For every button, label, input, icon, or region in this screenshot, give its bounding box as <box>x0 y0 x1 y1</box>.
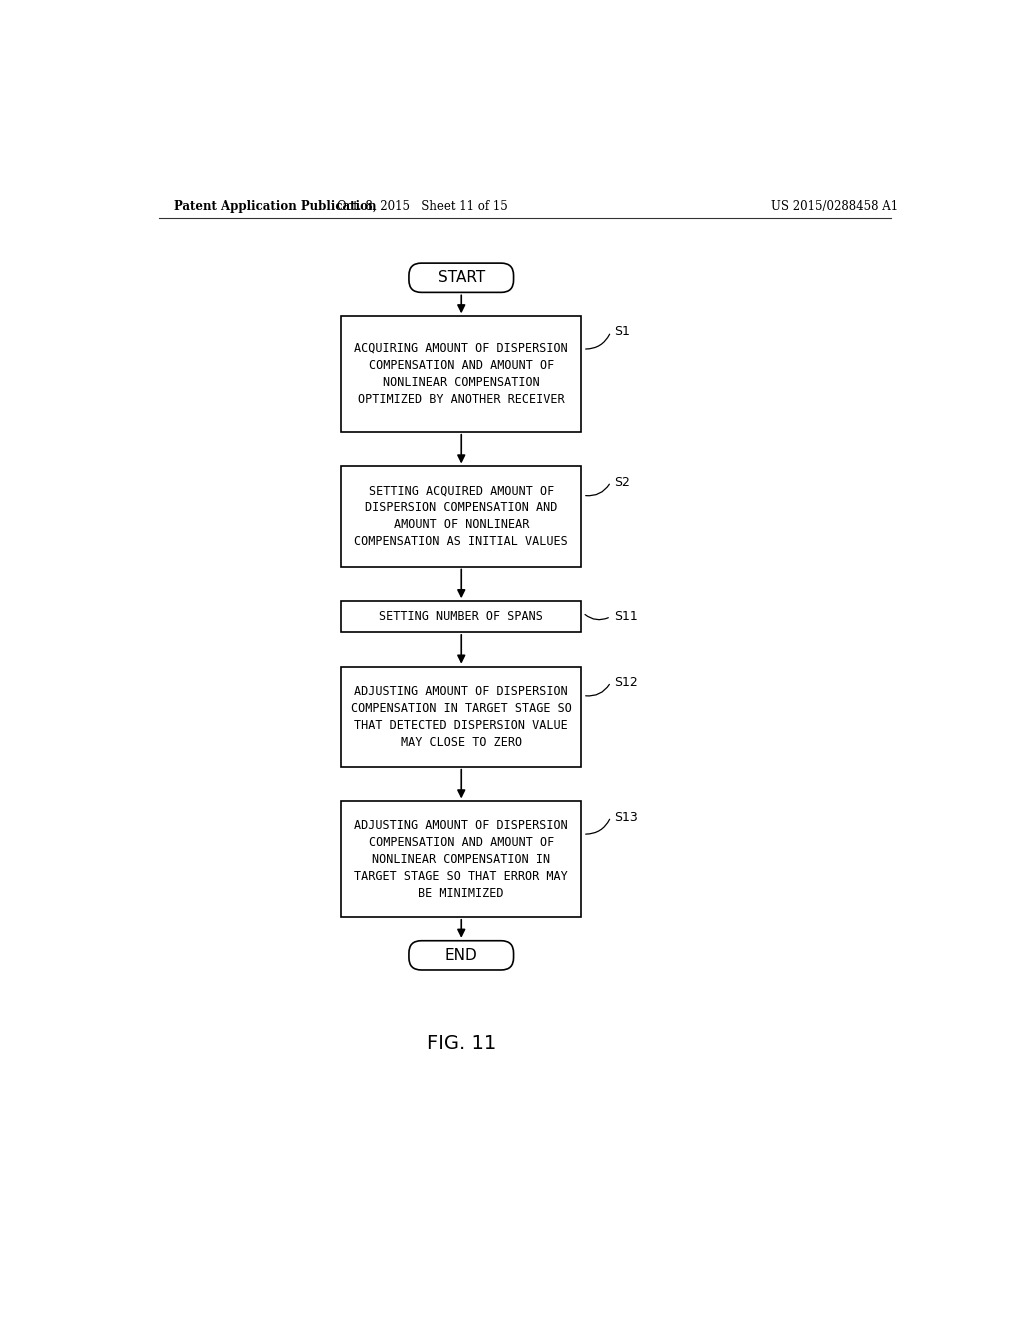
Text: S1: S1 <box>614 326 630 338</box>
Bar <box>341 317 582 432</box>
Text: START: START <box>437 271 485 285</box>
Text: SETTING ACQUIRED AMOUNT OF
DISPERSION COMPENSATION AND
AMOUNT OF NONLINEAR
COMPE: SETTING ACQUIRED AMOUNT OF DISPERSION CO… <box>354 484 568 548</box>
Text: ACQUIRING AMOUNT OF DISPERSION
COMPENSATION AND AMOUNT OF
NONLINEAR COMPENSATION: ACQUIRING AMOUNT OF DISPERSION COMPENSAT… <box>354 342 568 407</box>
Text: Patent Application Publication: Patent Application Publication <box>174 199 377 213</box>
Text: S13: S13 <box>614 810 638 824</box>
Bar <box>341 667 582 767</box>
Text: S11: S11 <box>614 610 638 623</box>
Text: SETTING NUMBER OF SPANS: SETTING NUMBER OF SPANS <box>379 610 543 623</box>
Text: S12: S12 <box>614 676 638 689</box>
Text: US 2015/0288458 A1: US 2015/0288458 A1 <box>771 199 898 213</box>
Bar <box>341 466 582 566</box>
Text: S2: S2 <box>614 475 630 488</box>
Text: END: END <box>444 948 477 962</box>
Text: Oct. 8, 2015   Sheet 11 of 15: Oct. 8, 2015 Sheet 11 of 15 <box>337 199 508 213</box>
Bar <box>341 801 582 917</box>
FancyBboxPatch shape <box>409 263 514 293</box>
Text: ADJUSTING AMOUNT OF DISPERSION
COMPENSATION AND AMOUNT OF
NONLINEAR COMPENSATION: ADJUSTING AMOUNT OF DISPERSION COMPENSAT… <box>354 818 568 900</box>
Text: FIG. 11: FIG. 11 <box>427 1035 496 1053</box>
Bar <box>341 601 582 632</box>
FancyBboxPatch shape <box>409 941 514 970</box>
Text: ADJUSTING AMOUNT OF DISPERSION
COMPENSATION IN TARGET STAGE SO
THAT DETECTED DIS: ADJUSTING AMOUNT OF DISPERSION COMPENSAT… <box>351 685 571 748</box>
